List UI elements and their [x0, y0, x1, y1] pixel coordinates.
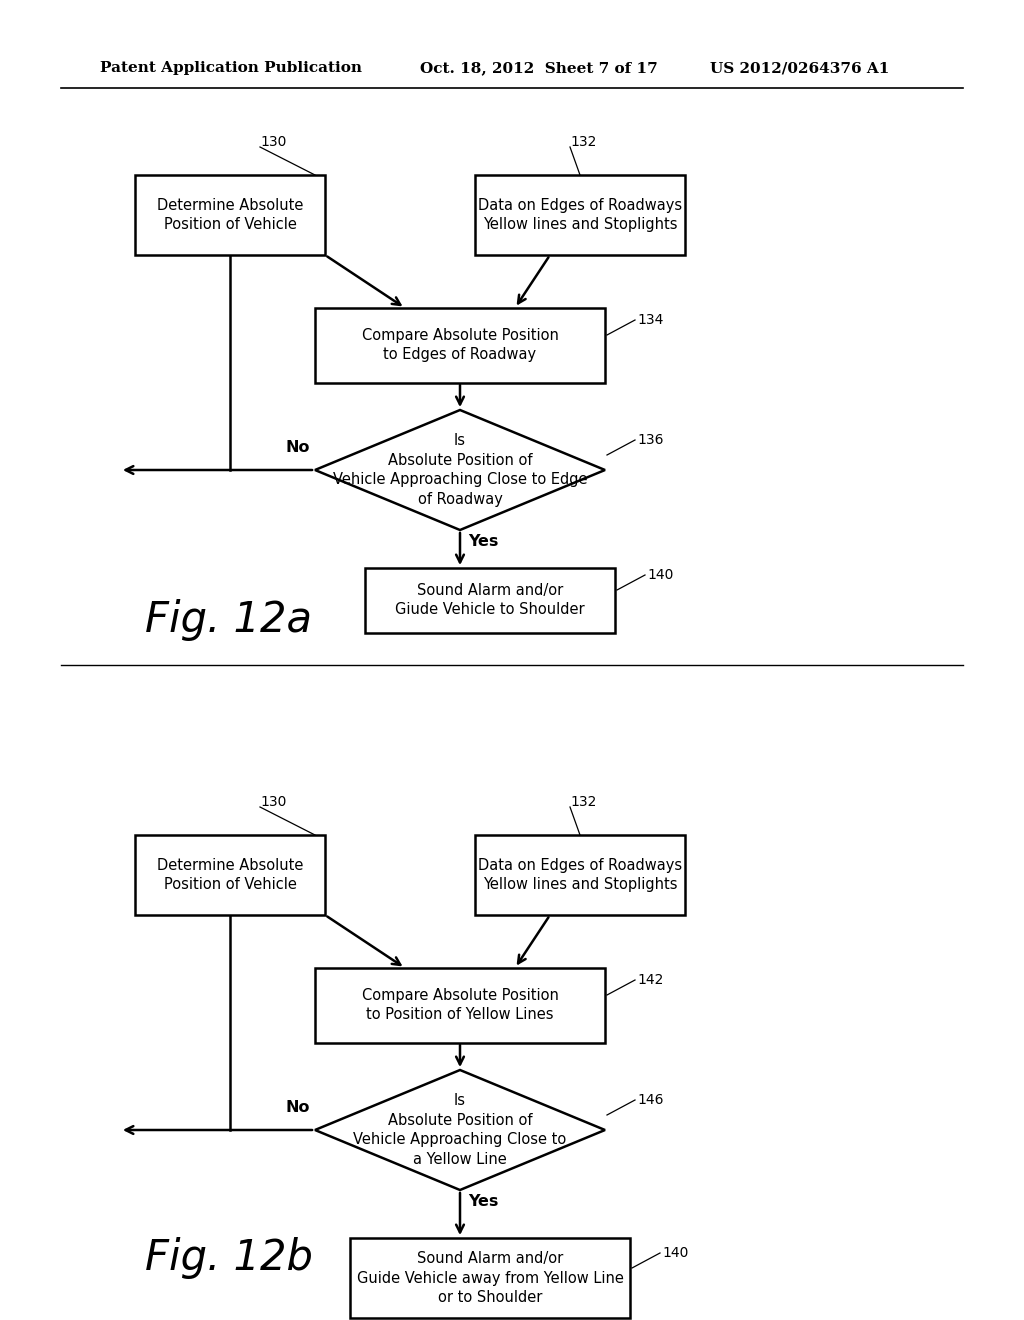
Text: Compare Absolute Position
to Position of Yellow Lines: Compare Absolute Position to Position of… — [361, 987, 558, 1023]
Text: 142: 142 — [637, 973, 664, 987]
Text: 130: 130 — [260, 135, 287, 149]
Text: 146: 146 — [637, 1093, 664, 1107]
Text: 134: 134 — [637, 313, 664, 327]
Text: Yes: Yes — [468, 1195, 499, 1209]
Text: Fig. 12a: Fig. 12a — [145, 599, 312, 642]
Polygon shape — [315, 1071, 605, 1191]
Polygon shape — [315, 411, 605, 531]
Text: 132: 132 — [570, 795, 596, 809]
Text: Fig. 12b: Fig. 12b — [145, 1237, 313, 1279]
Text: Yes: Yes — [468, 535, 499, 549]
Text: Data on Edges of Roadways
Yellow lines and Stoplights: Data on Edges of Roadways Yellow lines a… — [478, 858, 682, 892]
Text: US 2012/0264376 A1: US 2012/0264376 A1 — [710, 61, 890, 75]
Text: No: No — [286, 1100, 310, 1115]
Text: Is
Absolute Position of
Vehicle Approaching Close to
a Yellow Line: Is Absolute Position of Vehicle Approach… — [353, 1093, 566, 1167]
Text: Is
Absolute Position of
Vehicle Approaching Close to Edge
of Roadway: Is Absolute Position of Vehicle Approach… — [333, 433, 587, 507]
FancyBboxPatch shape — [135, 836, 325, 915]
Text: Data on Edges of Roadways
Yellow lines and Stoplights: Data on Edges of Roadways Yellow lines a… — [478, 198, 682, 232]
FancyBboxPatch shape — [475, 836, 685, 915]
Text: 132: 132 — [570, 135, 596, 149]
Text: 140: 140 — [647, 568, 674, 582]
Text: Determine Absolute
Position of Vehicle: Determine Absolute Position of Vehicle — [157, 198, 303, 232]
Text: 136: 136 — [637, 433, 664, 447]
FancyBboxPatch shape — [365, 568, 615, 632]
FancyBboxPatch shape — [350, 1238, 630, 1317]
Text: Oct. 18, 2012  Sheet 7 of 17: Oct. 18, 2012 Sheet 7 of 17 — [420, 61, 657, 75]
Text: No: No — [286, 440, 310, 455]
FancyBboxPatch shape — [315, 968, 605, 1043]
Text: Sound Alarm and/or
Guide Vehicle away from Yellow Line
or to Shoulder: Sound Alarm and/or Guide Vehicle away fr… — [356, 1251, 624, 1305]
Text: Sound Alarm and/or
Giude Vehicle to Shoulder: Sound Alarm and/or Giude Vehicle to Shou… — [395, 582, 585, 618]
Text: 140: 140 — [662, 1246, 688, 1261]
FancyBboxPatch shape — [475, 176, 685, 255]
Text: Determine Absolute
Position of Vehicle: Determine Absolute Position of Vehicle — [157, 858, 303, 892]
Text: 130: 130 — [260, 795, 287, 809]
Text: Patent Application Publication: Patent Application Publication — [100, 61, 362, 75]
Text: Compare Absolute Position
to Edges of Roadway: Compare Absolute Position to Edges of Ro… — [361, 327, 558, 363]
FancyBboxPatch shape — [135, 176, 325, 255]
FancyBboxPatch shape — [315, 308, 605, 383]
